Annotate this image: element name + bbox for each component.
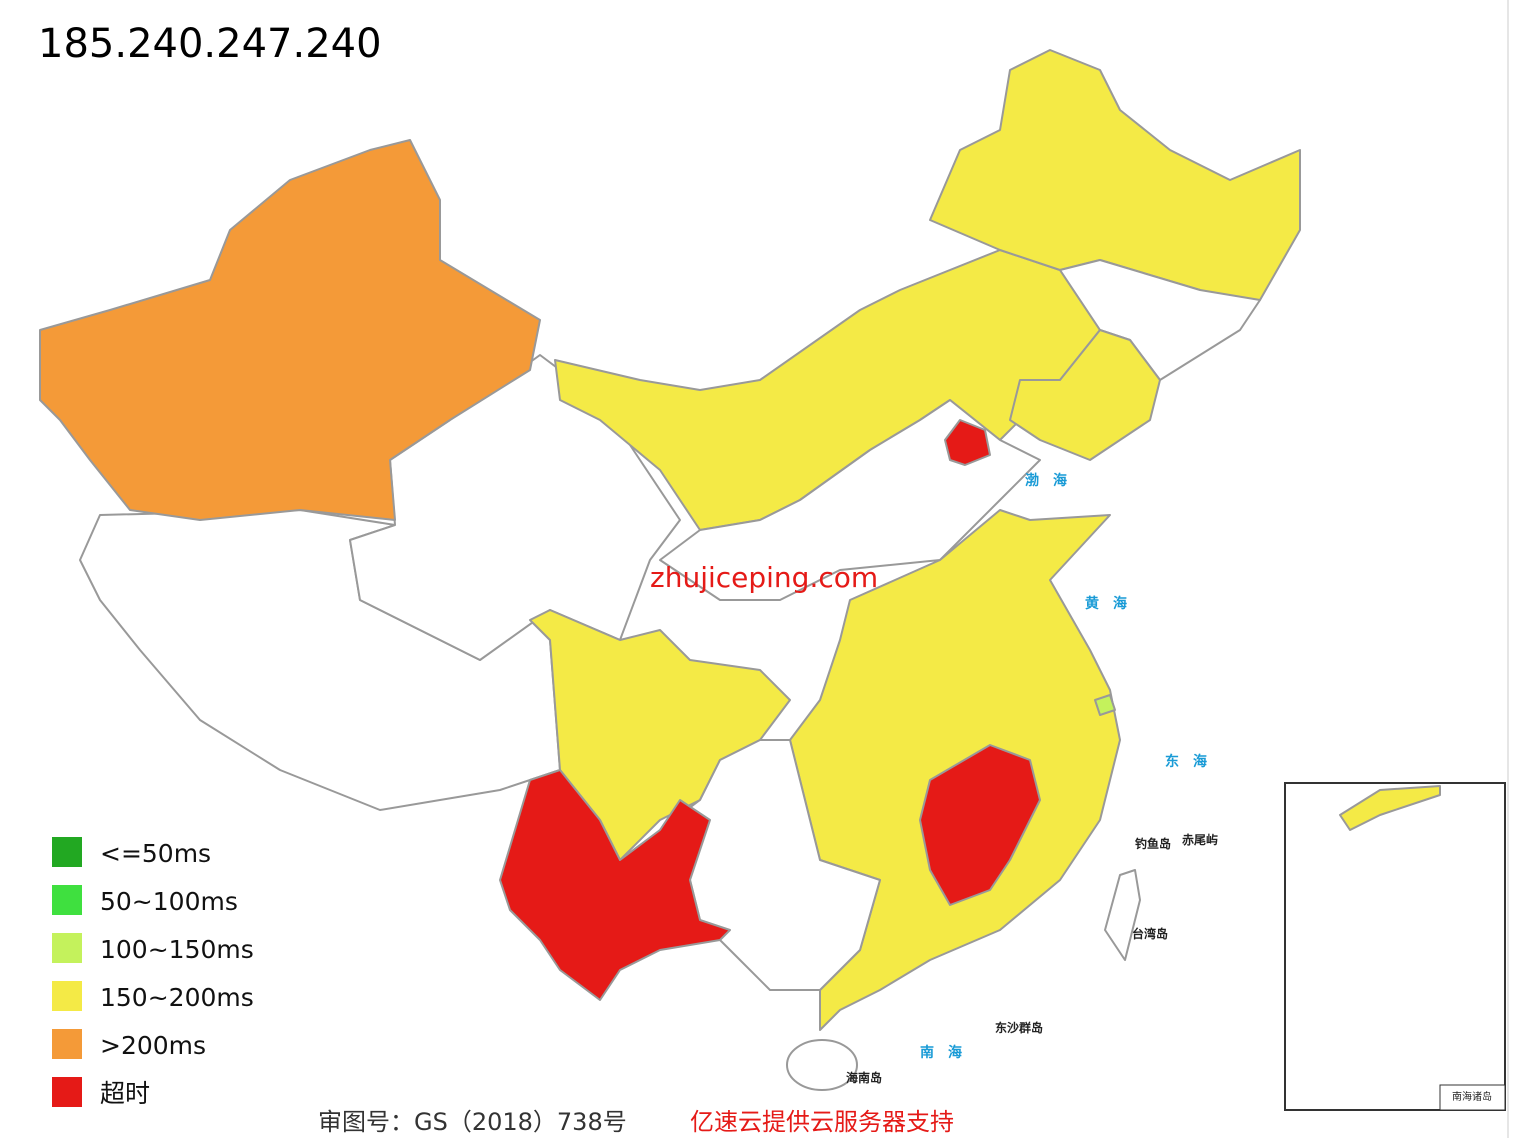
inset-frame [1284,782,1506,1111]
sea-label: 东海 [1165,753,1221,770]
inset-caption-box [1439,1084,1506,1111]
legend-label: 150~200ms [100,983,254,1012]
legend-swatch [52,885,82,915]
sea-label: 南海 [920,1044,976,1061]
island-label: 赤尾屿 [1182,832,1218,847]
region [1339,785,1441,831]
footer-approval: 审图号：GS（2018）738号 [318,1108,627,1136]
island-label: 钓鱼岛 [1135,836,1171,851]
island-label: 台湾岛 [1132,926,1168,941]
region [39,139,541,521]
region [499,769,731,1001]
legend-swatch [52,1077,82,1107]
legend: <=50ms 50~100ms 100~150ms 150~200ms >200ms 超时 [52,837,254,1108]
region [1009,329,1161,461]
region [786,1039,858,1091]
legend-label: 超时 [100,1079,150,1108]
footer-sponsor: 亿速云提供云服务器支持 [690,1108,954,1136]
inset: 南海诸岛 [1284,782,1506,1111]
inset-caption: 南海诸岛 [1452,1090,1492,1103]
legend-swatch [52,981,82,1011]
legend-label: 50~100ms [100,887,238,916]
region [1104,869,1141,961]
legend-label: 100~150ms [100,935,254,964]
island-label: 东沙群岛 [995,1020,1043,1035]
legend-swatch [52,1029,82,1059]
sea-label: 渤海 [1025,472,1081,489]
legend-swatch [52,933,82,963]
region [1094,694,1116,716]
island-label: 海南岛 [846,1070,882,1085]
region [659,399,1041,601]
map [39,49,1301,1091]
title: 185.240.247.240 [38,21,382,67]
legend-label: >200ms [100,1031,206,1060]
legend-swatch [52,837,82,867]
legend-label: <=50ms [100,839,211,868]
region [919,744,1041,906]
sea-label: 黄海 [1085,595,1141,612]
watermark: zhujiceping.com [650,561,878,594]
region [944,419,991,466]
